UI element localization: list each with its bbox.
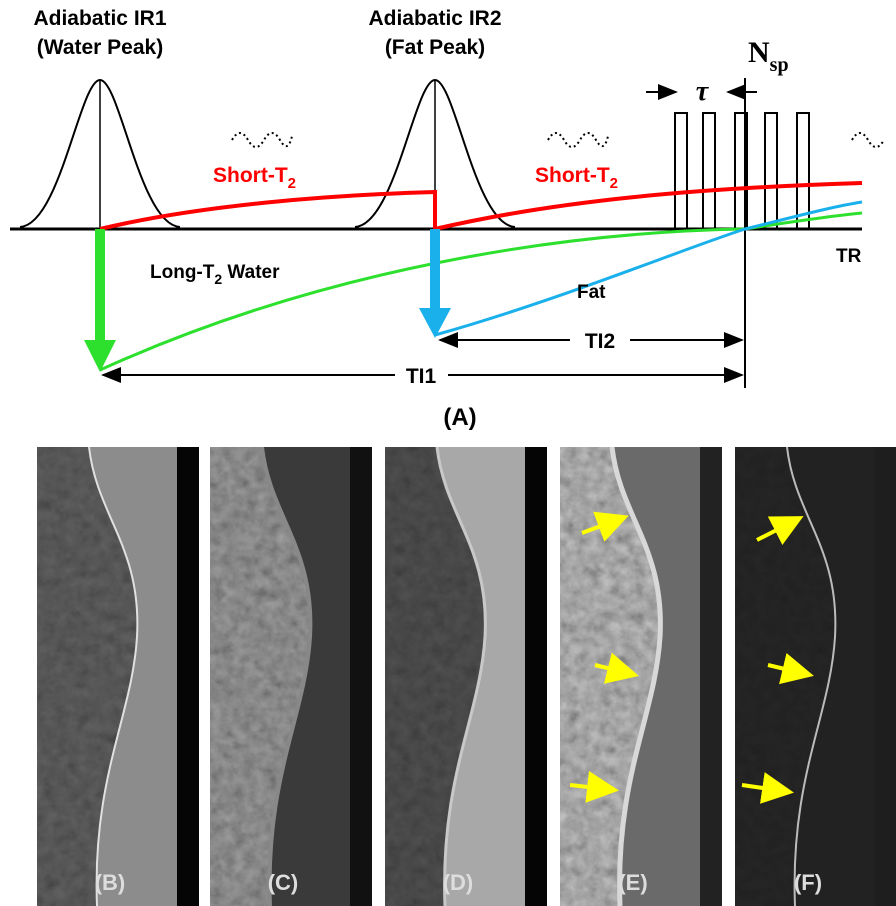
panel-label: (A) bbox=[443, 404, 476, 431]
spoiler bbox=[548, 133, 608, 147]
image-edge bbox=[875, 447, 896, 906]
image-edge bbox=[350, 447, 372, 906]
spoke-pulses bbox=[675, 113, 809, 229]
panel-label: (D) bbox=[443, 870, 474, 895]
mri-image bbox=[560, 447, 722, 906]
spoiler bbox=[232, 133, 292, 147]
fat-inversion-arrow bbox=[419, 229, 451, 338]
mri-image bbox=[210, 447, 372, 906]
spoke-label: Nsp bbox=[748, 36, 789, 76]
long-t2-label: Long-T2 Water bbox=[150, 262, 280, 287]
tau-label: τ bbox=[696, 76, 710, 107]
figure: Adiabatic IR1 (Water Peak) Adiabatic IR2… bbox=[0, 0, 896, 906]
label-rest: Water bbox=[222, 262, 280, 283]
label-base: Short-T bbox=[535, 164, 610, 187]
axis-label: TR bbox=[836, 246, 862, 267]
label-sub: 2 bbox=[610, 175, 618, 192]
mri-image bbox=[385, 447, 547, 906]
spoiler bbox=[852, 133, 884, 147]
interval-label: TI2 bbox=[585, 330, 615, 353]
short-t2-label: Short-T2 bbox=[535, 164, 618, 192]
panel-label: (E) bbox=[618, 870, 647, 895]
label-base: Short-T bbox=[213, 164, 288, 187]
pulse-title: Adiabatic IR2 bbox=[368, 7, 501, 30]
spoke-label-base: N bbox=[748, 36, 770, 69]
mri-image bbox=[37, 447, 199, 906]
pulse-title: Adiabatic IR1 bbox=[33, 7, 166, 30]
pulse-subtitle: (Water Peak) bbox=[37, 36, 163, 59]
image-edge bbox=[700, 447, 722, 906]
pulse-subtitle: (Fat Peak) bbox=[385, 36, 485, 59]
interval-label: TI1 bbox=[406, 365, 437, 388]
panel-label: (C) bbox=[268, 870, 299, 895]
short-t2-label: Short-T2 bbox=[213, 164, 296, 192]
panel-label: (F) bbox=[794, 870, 822, 895]
label-sub: 2 bbox=[214, 271, 222, 287]
image-edge bbox=[525, 447, 547, 906]
mri-image bbox=[735, 447, 896, 906]
label-base: Long-T bbox=[150, 262, 215, 283]
panel-label: (B) bbox=[95, 870, 126, 895]
image-panels: (B) (C) (D) (E) (F) bbox=[37, 447, 896, 906]
water-inversion-arrow bbox=[84, 229, 116, 372]
sequence-diagram bbox=[10, 78, 884, 388]
label-sub: 2 bbox=[288, 175, 296, 192]
image-edge bbox=[177, 447, 199, 906]
fat-label: Fat bbox=[577, 282, 606, 303]
spoke-label-sub: sp bbox=[770, 54, 789, 76]
long-t2-curve bbox=[100, 213, 862, 370]
